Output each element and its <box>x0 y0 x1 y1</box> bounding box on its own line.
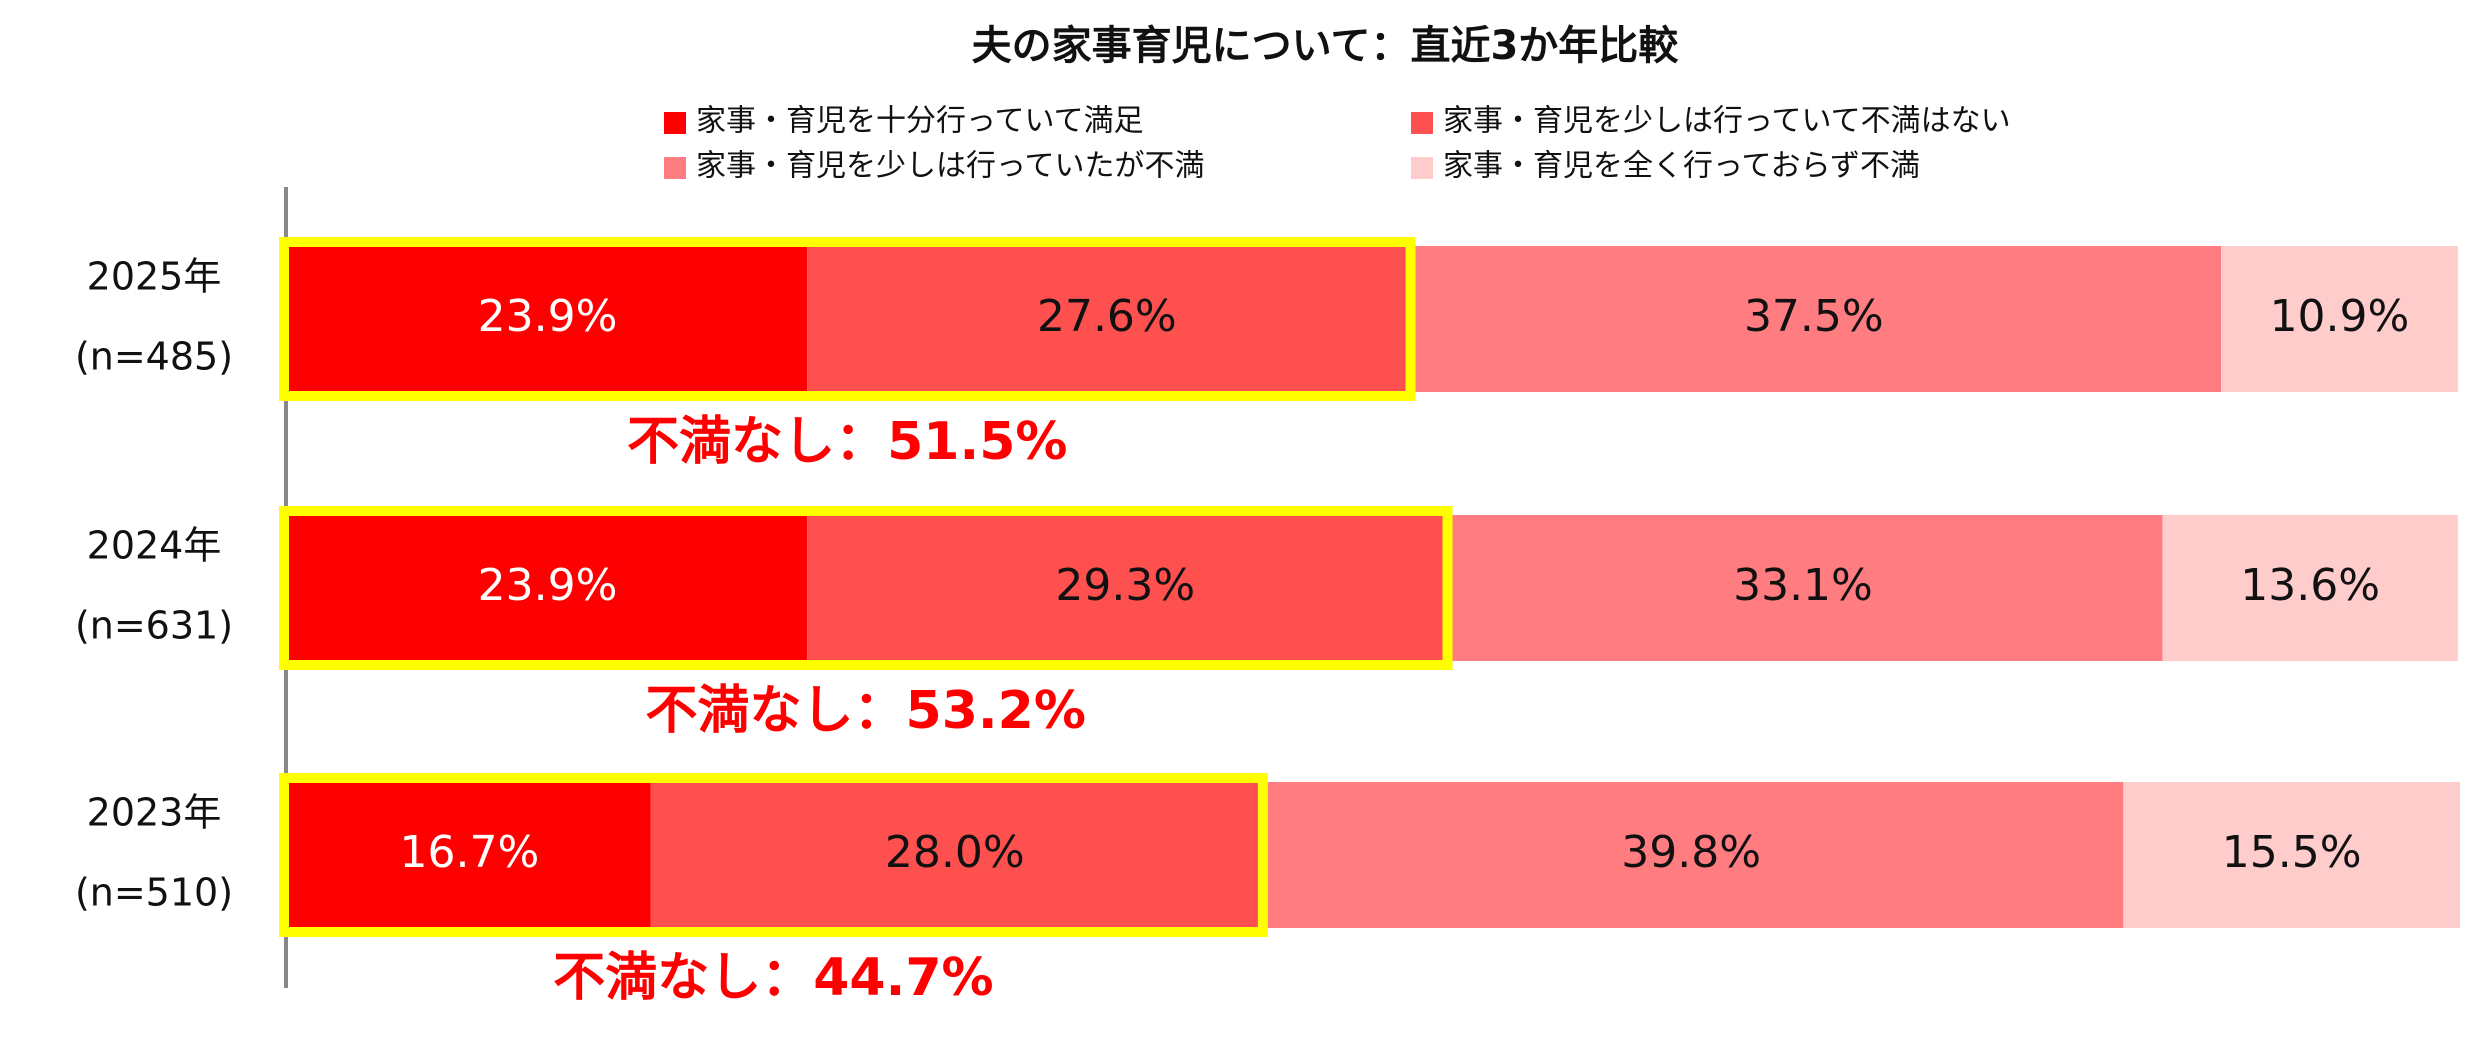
value-label: 15.5% <box>2222 827 2362 878</box>
bar-segment <box>807 246 1407 392</box>
value-label: 13.6% <box>2240 560 2380 611</box>
value-label: 28.0% <box>885 827 1025 878</box>
legend-swatch <box>664 112 686 134</box>
chart-title: 夫の家事育児について：直近3か年比較 <box>972 23 1680 69</box>
legend-label: 家事・育児を少しは行っていたが不満 <box>696 149 1205 184</box>
highlight-box <box>279 506 1453 670</box>
value-label: 33.1% <box>1733 560 1873 611</box>
value-label: 27.6% <box>1037 291 1177 342</box>
value-label: 37.5% <box>1744 291 1884 342</box>
category-label: 2025年 <box>87 255 222 299</box>
legend-label: 家事・育児を十分行っていて満足 <box>696 104 1144 139</box>
value-label: 39.8% <box>1621 827 1761 878</box>
category-label: 2024年 <box>87 524 222 568</box>
bar-segment <box>807 515 1444 661</box>
value-label: 23.9% <box>478 560 618 611</box>
value-label: 16.7% <box>399 827 539 878</box>
bar-segment <box>2221 246 2458 392</box>
legend-swatch <box>1411 112 1433 134</box>
annotation: 不満なし：51.5% <box>627 412 1067 472</box>
legend-swatch <box>1411 157 1433 179</box>
legend-label: 家事・育児を少しは行っていて不満はない <box>1443 104 2011 139</box>
bar-segment <box>1406 246 2222 392</box>
legend-label: 家事・育児を全く行っておらず不満 <box>1443 149 1920 184</box>
bar-segment <box>1443 515 2163 661</box>
sample-size: (n=485) <box>75 335 233 379</box>
bar-segment <box>2123 782 2460 928</box>
category-label: 2023年 <box>87 791 222 835</box>
value-label: 10.9% <box>2270 291 2410 342</box>
bar-segment <box>288 782 651 928</box>
bar-segment <box>650 782 1259 928</box>
legend-swatch <box>664 157 686 179</box>
bar-segment <box>1258 782 2124 928</box>
bar-segment <box>288 515 808 661</box>
annotation: 不満なし：44.7% <box>553 948 993 1008</box>
value-label: 29.3% <box>1055 560 1195 611</box>
sample-size: (n=631) <box>75 604 233 648</box>
highlight-box <box>279 773 1268 937</box>
bar-segment <box>2162 515 2458 661</box>
annotation: 不満なし：53.2% <box>646 681 1086 741</box>
sample-size: (n=510) <box>75 871 233 915</box>
highlight-box <box>279 237 1416 401</box>
bar-segment <box>288 246 808 392</box>
value-label: 23.9% <box>478 291 618 342</box>
